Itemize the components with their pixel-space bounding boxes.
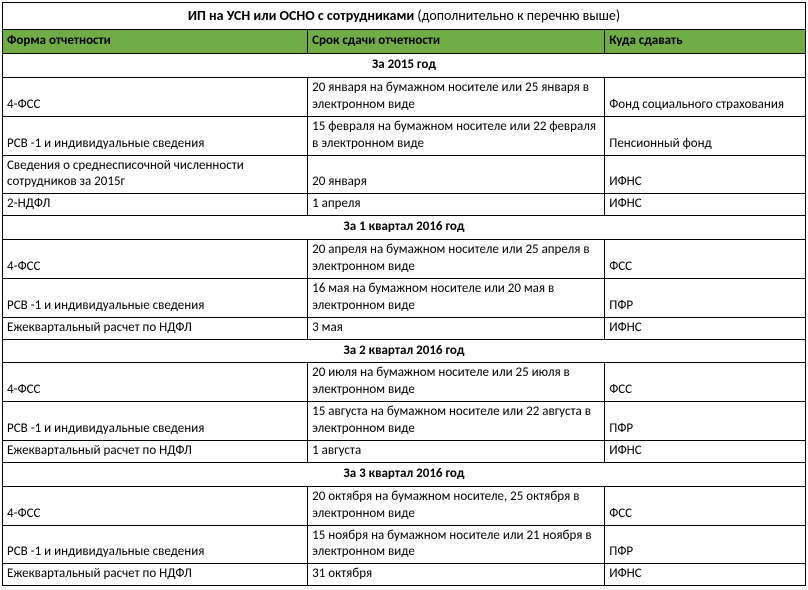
table-cell: Сведения о среднесписочной численности с… xyxy=(3,155,308,194)
report-table: ИП на УСН или ОСНО с сотрудниками (допол… xyxy=(2,2,806,586)
table-cell: ФСС xyxy=(605,363,806,402)
table-cell: ИФНС xyxy=(605,564,806,586)
table-cell: 4-ФСС xyxy=(3,240,308,279)
table-cell: Пенсионный фонд xyxy=(605,116,806,155)
table-cell: ИФНС xyxy=(605,155,806,194)
section-row: За 2015 год xyxy=(3,54,806,78)
title-main: ИП на УСН или ОСНО с сотрудниками xyxy=(188,7,414,24)
table-cell: ПФР xyxy=(605,278,806,317)
table-cell: Ежеквартальный расчет по НДФЛ xyxy=(3,441,308,463)
table-cell: 20 января на бумажном носителе или 25 ян… xyxy=(308,77,605,116)
table-row: РСВ -1 и индивидуальные сведения16 мая н… xyxy=(3,278,806,317)
table-cell: ПФР xyxy=(605,525,806,564)
table-cell: ИФНС xyxy=(605,194,806,216)
table-cell: 16 мая на бумажном носителе или 20 мая в… xyxy=(308,278,605,317)
section-label: За 2015 год xyxy=(3,54,806,78)
table-cell: РСВ -1 и индивидуальные сведения xyxy=(3,278,308,317)
table-cell: Фонд социального страхования xyxy=(605,77,806,116)
section-label: За 1 квартал 2016 год xyxy=(3,216,806,240)
table-row: РСВ -1 и индивидуальные сведения15 ноябр… xyxy=(3,525,806,564)
section-row: За 2 квартал 2016 год xyxy=(3,339,806,363)
table-row: Сведения о среднесписочной численности с… xyxy=(3,155,806,194)
section-row: За 1 квартал 2016 год xyxy=(3,216,806,240)
table-row: 4-ФСС20 октября на бумажном носителе, 25… xyxy=(3,486,806,525)
table-cell: РСВ -1 и индивидуальные сведения xyxy=(3,116,308,155)
table-cell: ПФР xyxy=(605,402,806,441)
table-cell: 15 ноября на бумажном носителе или 21 но… xyxy=(308,525,605,564)
title-row: ИП на УСН или ОСНО с сотрудниками (допол… xyxy=(3,3,806,30)
table-cell: 20 апреля на бумажном носителе или 25 ап… xyxy=(308,240,605,279)
table-cell: ИФНС xyxy=(605,317,806,339)
table-cell: Ежеквартальный расчет по НДФЛ xyxy=(3,564,308,586)
section-row: За 3 квартал 2016 год xyxy=(3,462,806,486)
table-cell: РСВ -1 и индивидуальные сведения xyxy=(3,402,308,441)
table-cell: 15 августа на бумажном носителе или 22 а… xyxy=(308,402,605,441)
table-cell: 20 октября на бумажном носителе, 25 октя… xyxy=(308,486,605,525)
header-col3: Куда сдавать xyxy=(605,30,806,54)
table-cell: 3 мая xyxy=(308,317,605,339)
table-row: Ежеквартальный расчет по НДФЛ31 октябряИ… xyxy=(3,564,806,586)
section-label: За 2 квартал 2016 год xyxy=(3,339,806,363)
table-cell: 1 апреля xyxy=(308,194,605,216)
table-cell: 15 февраля на бумажном носителе или 22 ф… xyxy=(308,116,605,155)
table-cell: ИФНС xyxy=(605,441,806,463)
table-cell: 4-ФСС xyxy=(3,77,308,116)
header-col1: Форма отчетности xyxy=(3,30,308,54)
section-label: За 3 квартал 2016 год xyxy=(3,462,806,486)
table-row: 2-НДФЛ1 апреляИФНС xyxy=(3,194,806,216)
title-cell: ИП на УСН или ОСНО с сотрудниками (допол… xyxy=(3,3,806,30)
table-cell: РСВ -1 и индивидуальные сведения xyxy=(3,525,308,564)
table-cell: 2-НДФЛ xyxy=(3,194,308,216)
table-cell: 4-ФСС xyxy=(3,486,308,525)
table-cell: ФСС xyxy=(605,240,806,279)
table-cell: 4-ФСС xyxy=(3,363,308,402)
table-row: Ежеквартальный расчет по НДФЛ3 маяИФНС xyxy=(3,317,806,339)
table-cell: 20 июля на бумажном носителе или 25 июля… xyxy=(308,363,605,402)
table-row: РСВ -1 и индивидуальные сведения15 авгус… xyxy=(3,402,806,441)
title-sub: (дополнительно к перечню выше) xyxy=(414,7,620,24)
header-row: Форма отчетности Срок сдачи отчетности К… xyxy=(3,30,806,54)
header-col2: Срок сдачи отчетности xyxy=(308,30,605,54)
table-cell: 1 августа xyxy=(308,441,605,463)
table-row: 4-ФСС20 января на бумажном носителе или … xyxy=(3,77,806,116)
table-cell: 20 января xyxy=(308,155,605,194)
table-cell: 31 октября xyxy=(308,564,605,586)
table-row: Ежеквартальный расчет по НДФЛ1 августаИФ… xyxy=(3,441,806,463)
table-row: РСВ -1 и индивидуальные сведения15 февра… xyxy=(3,116,806,155)
table-cell: ФСС xyxy=(605,486,806,525)
table-row: 4-ФСС20 апреля на бумажном носителе или … xyxy=(3,240,806,279)
table-cell: Ежеквартальный расчет по НДФЛ xyxy=(3,317,308,339)
table-row: 4-ФСС20 июля на бумажном носителе или 25… xyxy=(3,363,806,402)
